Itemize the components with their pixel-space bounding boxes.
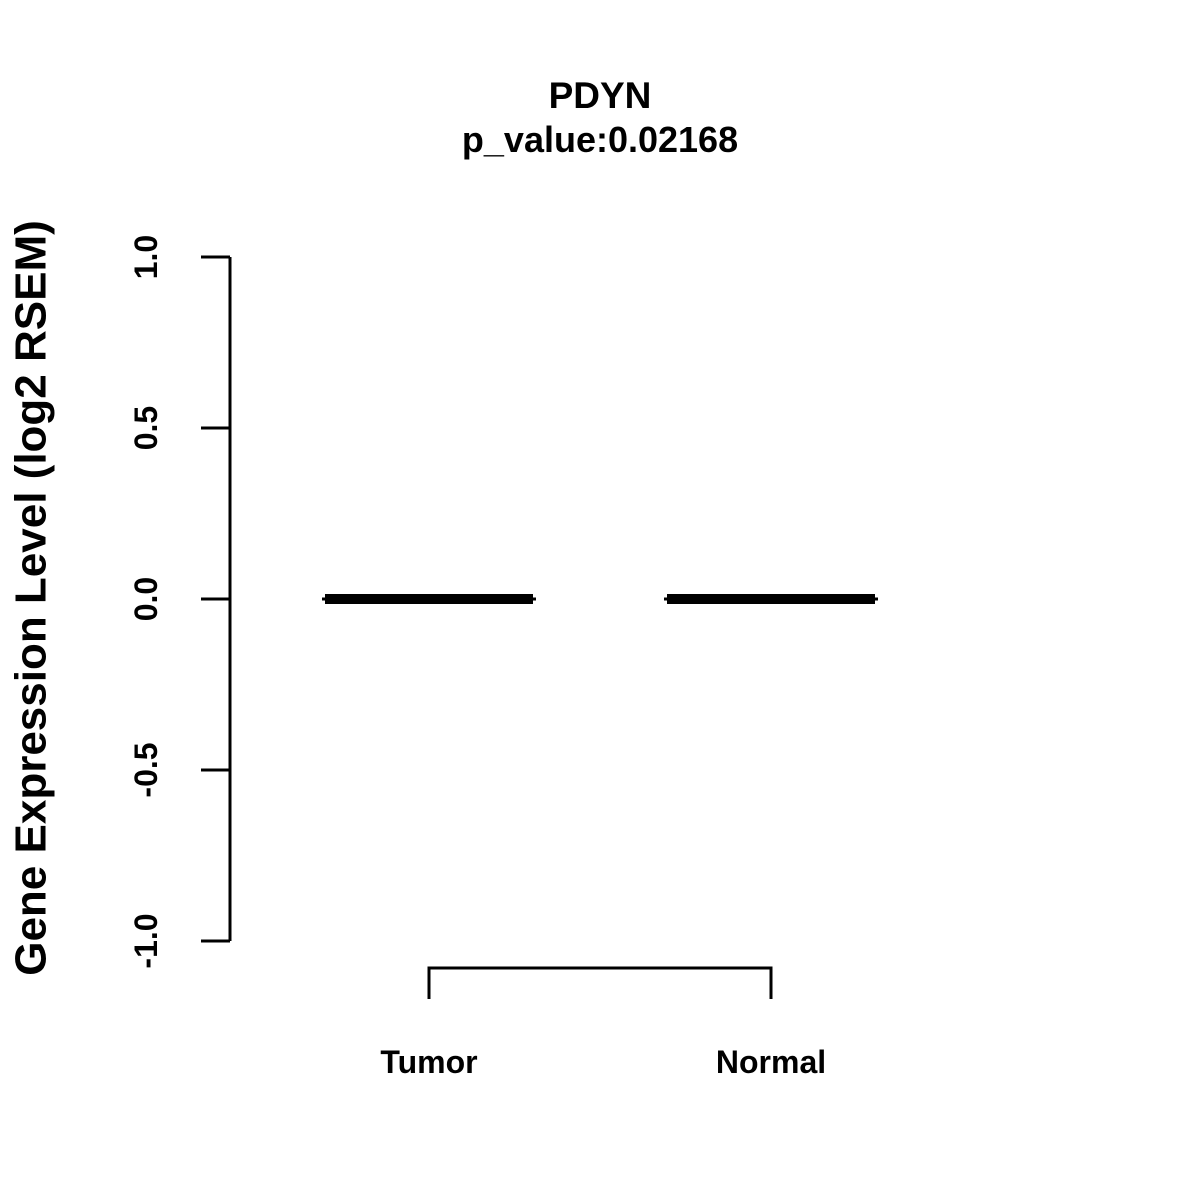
y-axis-label: Gene Expression Level (log2 RSEM) — [7, 220, 56, 976]
y-axis-tick-label: 0.0 — [128, 577, 164, 621]
y-axis-tick-label: 0.5 — [128, 406, 164, 450]
x-axis-label-tumor: Tumor — [380, 1044, 477, 1080]
y-axis-tick-label: -0.5 — [128, 742, 164, 797]
chart-subtitle: p_value:0.02168 — [461, 119, 739, 160]
generated-plot-elements: 1.0 0.5 0.0 -0.5 -1.0 Tumor Normal — [128, 235, 878, 1080]
comparison-bracket — [427, 966, 773, 999]
x-axis-label-normal: Normal — [716, 1044, 826, 1080]
chart-title: PDYN — [548, 75, 652, 116]
y-axis-tick-label: 1.0 — [128, 235, 164, 279]
y-axis-tick-label: -1.0 — [128, 913, 164, 968]
